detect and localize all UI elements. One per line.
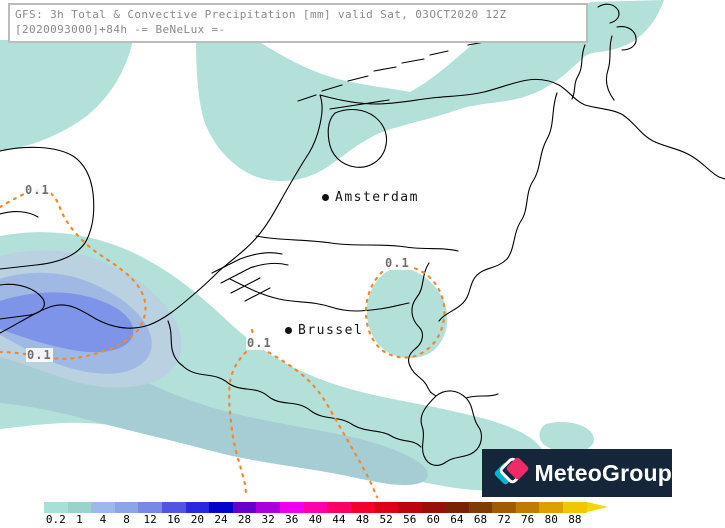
- colorbar-cell: [279, 502, 304, 513]
- colorbar-cell: [161, 502, 186, 513]
- colorbar-tick-label: 48: [355, 513, 370, 526]
- precip-blob-east: [366, 267, 448, 359]
- coast-england-inlet: [0, 211, 39, 218]
- lake-ijsselmeer: [327, 108, 388, 168]
- colorbar-tick-label: 12: [143, 513, 157, 526]
- colorbar-cell: [44, 502, 68, 513]
- meteogroup-diamond-icon: [493, 455, 530, 490]
- precip-core-blue: [0, 292, 134, 353]
- coast-france-belgium: [0, 270, 220, 334]
- colorbar-cell: [468, 502, 493, 513]
- colorbar-cell: [114, 502, 139, 513]
- colorbar-cell: [138, 502, 162, 513]
- colorbar-cell: [539, 502, 564, 513]
- coast-denmark-bits: [571, 3, 637, 101]
- colorbar-tick-label: 16: [167, 513, 181, 526]
- contour-label-west: 0.1: [26, 348, 53, 362]
- coastlines-borders: [0, 3, 725, 466]
- colorbar-tick-label: 40: [308, 513, 322, 526]
- colorbar-tick-label: 64: [450, 513, 464, 526]
- colorbar-cell: [327, 502, 351, 513]
- colorbar-tick-label: 56: [403, 513, 417, 526]
- border-luxembourg: [420, 390, 499, 466]
- colorbar-tick-label: 72: [497, 513, 511, 526]
- contour-label-center: 0.1: [246, 336, 273, 350]
- contour-label-east: 0.1: [384, 256, 411, 270]
- border-limburg: [408, 262, 430, 367]
- colorbar-cells: [44, 502, 608, 513]
- border-nl-be: [229, 278, 410, 312]
- contour-label-northwest: 0.1: [24, 183, 51, 197]
- border-be-de: [409, 365, 437, 397]
- colorbar-tick-label: 80: [544, 513, 558, 526]
- city-label-brussel: Brussel: [298, 323, 364, 338]
- title-line-2: [2020093000]+84h -= BeNeLux =-: [15, 23, 226, 36]
- contour-center-left: [228, 328, 254, 499]
- colorbar-tick-label: 60: [426, 513, 440, 526]
- border-fr-be: [167, 320, 422, 448]
- colorbar-tick-label: 68: [473, 513, 488, 526]
- colorbar-cell: [303, 502, 328, 513]
- colorbar-cell: [350, 502, 375, 513]
- colorbar-tick-label: 36: [285, 513, 299, 526]
- title-line-1: GFS: 3h Total & Convective Precipitation…: [15, 8, 507, 21]
- city-dot-brussel: [285, 327, 292, 334]
- zeeland-islands: [211, 252, 289, 302]
- colorbar-cell: [492, 502, 516, 513]
- colorbar-cell: [185, 502, 210, 513]
- colorbar-tick-label: 1: [76, 513, 83, 526]
- colorbar-cell: [256, 502, 280, 513]
- colorbar-tick-label: 52: [379, 513, 393, 526]
- colorbar-tick-label: 76: [521, 513, 535, 526]
- colorbar-cell: [91, 502, 115, 513]
- precip-fills: [0, 0, 664, 491]
- colorbar-labels: 0.2 1 4 8 12 16 20 24 28 32 36 40 44 48 52 56 60 64 68 72 76…: [44, 513, 587, 526]
- colorbar-cell: [421, 502, 446, 513]
- meteogroup-logo: MeteoGroup: [482, 449, 672, 497]
- colorbar-cell: [563, 502, 587, 513]
- colorbar-cell: [445, 502, 469, 513]
- colorbar-tick-label: 24: [214, 513, 228, 526]
- colorbar-tick-label: 28: [237, 513, 252, 526]
- colorbar-cell: [232, 502, 257, 513]
- colorbar-cell: [374, 502, 398, 513]
- colorbar-tick-label: 88: [568, 513, 582, 526]
- afsluitdijk: [329, 99, 390, 110]
- rivers-netherlands: [255, 235, 459, 252]
- colorbar-cell: [67, 502, 92, 513]
- coast-north-germany: [319, 78, 725, 180]
- colorbar-tick-label: 8: [123, 513, 130, 526]
- city-label-amsterdam: Amsterdam: [335, 190, 419, 205]
- colorbar-cell: [515, 502, 540, 513]
- title-box: GFS: 3h Total & Convective Precipitation…: [8, 3, 588, 43]
- precip-blob-southeast: [539, 422, 594, 453]
- city-dot-amsterdam: [322, 194, 329, 201]
- border-nl-de: [438, 92, 558, 322]
- contour-east-ring: [364, 264, 446, 359]
- colorbar-tick-label: 0.2: [45, 513, 66, 526]
- colorbar-cell: [397, 502, 422, 513]
- colorbar-arrow: [586, 502, 608, 512]
- coast-england: [0, 146, 95, 270]
- colorbar-tick-label: 44: [332, 513, 346, 526]
- precip-band-top-left: [0, 40, 133, 151]
- logo-text: MeteoGroup: [534, 459, 672, 486]
- colorbar-cell: [209, 502, 233, 513]
- colorbar-tick-label: 20: [190, 513, 204, 526]
- contour-center-right: [260, 346, 379, 499]
- colorbar-tick-label: 32: [261, 513, 275, 526]
- coast-holland: [218, 94, 323, 272]
- precip-band-top: [196, 0, 664, 182]
- colorbar-tick-label: 4: [99, 513, 107, 526]
